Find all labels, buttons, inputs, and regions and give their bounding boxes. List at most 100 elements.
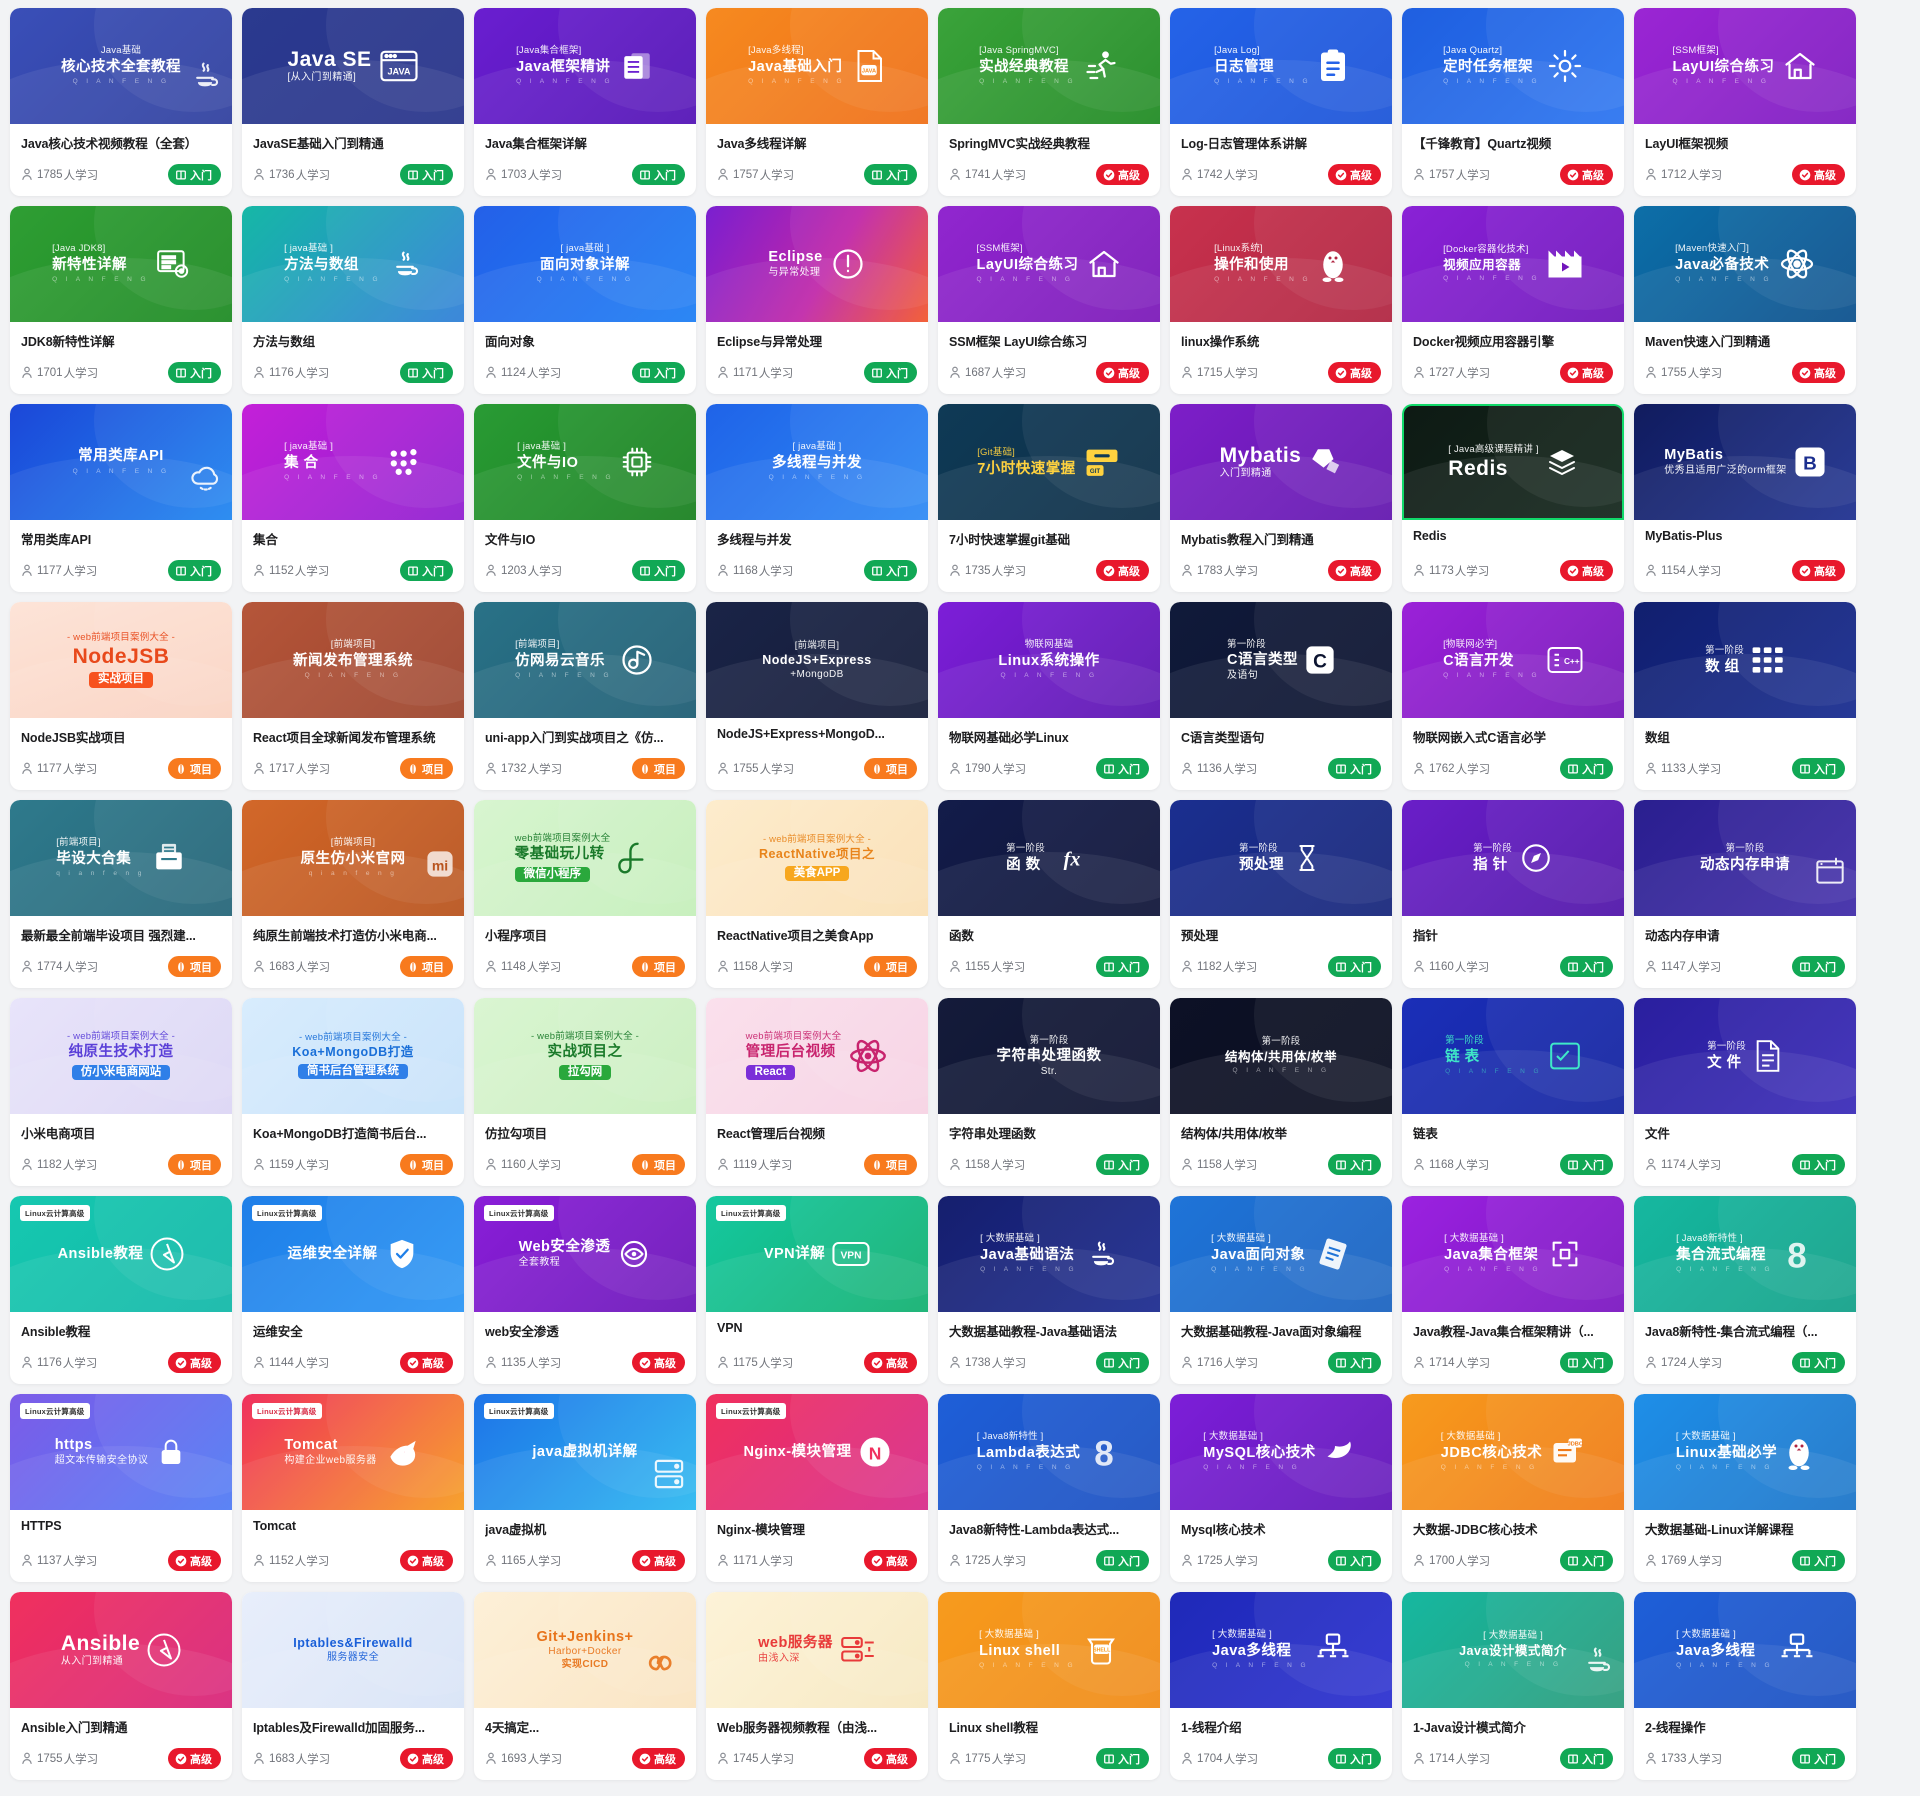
course-card[interactable]: [ java基础 ] 面向对象详解 Q I A N F E N G 面向对象 1124 人… xyxy=(474,206,696,394)
course-thumbnail[interactable]: Ansible 从入门到精通 xyxy=(10,1592,232,1708)
course-thumbnail[interactable]: 第一阶段指 针 xyxy=(1402,800,1624,916)
course-thumbnail[interactable]: [ java基础 ] 文件与IO Q I A N F E N G xyxy=(474,404,696,520)
course-card[interactable]: [Java JDK8] 新特性详解 Q I A N F E N G JDK8新特性详解… xyxy=(10,206,232,394)
course-thumbnail[interactable]: Linux云计算高级 Ansible教程 xyxy=(10,1196,232,1312)
course-card[interactable]: 第一阶段函 数 fx 函数 1155 人学习 入门 xyxy=(938,800,1160,988)
course-thumbnail[interactable]: [ 大数据基础 ] Java多线程 Q I A N F E N G xyxy=(1634,1592,1856,1708)
course-card[interactable]: [前端项目] 毕设大合集 q i a n f e n g 最新最全前端毕设项目 强烈建… xyxy=(10,800,232,988)
level-badge[interactable]: 入门 xyxy=(1560,1154,1613,1175)
course-thumbnail[interactable]: [Git基础] 7小时快速掌握 GIT xyxy=(938,404,1160,520)
course-thumbnail[interactable]: [ 大数据基础 ] Linux shell Q I A N F E N G SHELL xyxy=(938,1592,1160,1708)
course-card[interactable]: Ansible 从入门到精通 Ansible入门到精通 1755 人学习 高级 xyxy=(10,1592,232,1780)
course-card[interactable]: 第一阶段链 表 Q I A N F E N G 链表 1168 人学习 入门 xyxy=(1402,998,1624,1186)
course-thumbnail[interactable]: 第一阶段函 数 fx xyxy=(938,800,1160,916)
course-card[interactable]: 物联网基础 Linux系统操作 Q I A N F E N G 物联网基础必学Linu… xyxy=(938,602,1160,790)
course-thumbnail[interactable]: Linux云计算高级 java虚拟机详解 xyxy=(474,1394,696,1510)
course-thumbnail[interactable]: 第一阶段数 组 xyxy=(1634,602,1856,718)
course-thumbnail[interactable]: [Maven快速入门] Java必备技术 Q I A N F E N G xyxy=(1634,206,1856,322)
course-card[interactable]: Java基础 核心技术全套教程 Q I A N F E N G Java核心技术视频教… xyxy=(10,8,232,196)
course-thumbnail[interactable]: [ Java8新特性 ] 集合流式编程 Q I A N F E N G 8 xyxy=(1634,1196,1856,1312)
level-badge[interactable]: 入门 xyxy=(1560,758,1613,779)
course-thumbnail[interactable]: [ 大数据基础 ] Linux基础必学 Q I A N F E N G xyxy=(1634,1394,1856,1510)
course-card[interactable]: [ java基础 ] 方法与数组 Q I A N F E N G 方法与数组 1176 人… xyxy=(242,206,464,394)
level-badge[interactable]: 项目 xyxy=(864,758,917,779)
course-thumbnail[interactable]: web服务器 由浅入深 xyxy=(706,1592,928,1708)
course-card[interactable]: [Git基础] 7小时快速掌握 GIT 7小时快速掌握git基础 1735 人学习 高级 xyxy=(938,404,1160,592)
level-badge[interactable]: 高级 xyxy=(1096,164,1149,185)
course-thumbnail[interactable]: 物联网基础 Linux系统操作 Q I A N F E N G xyxy=(938,602,1160,718)
course-thumbnail[interactable]: [ java基础 ] 多线程与并发 Q I A N F E N G xyxy=(706,404,928,520)
level-badge[interactable]: 项目 xyxy=(168,1154,221,1175)
course-card[interactable]: - web前端项目案例大全 - NodeJSB 实战项目 NodeJSB实战项目 117… xyxy=(10,602,232,790)
course-thumbnail[interactable]: Linux云计算高级 Nginx-模块管理 N xyxy=(706,1394,928,1510)
level-badge[interactable]: 入门 xyxy=(1096,1352,1149,1373)
level-badge[interactable]: 入门 xyxy=(1328,1154,1381,1175)
course-thumbnail[interactable]: 第一阶段文 件 xyxy=(1634,998,1856,1114)
level-badge[interactable]: 高级 xyxy=(1560,362,1613,383)
level-badge[interactable]: 项目 xyxy=(864,1154,917,1175)
course-card[interactable]: [Java Quartz] 定时任务框架 Q I A N F E N G 【千锋教育】… xyxy=(1402,8,1624,196)
level-badge[interactable]: 入门 xyxy=(1328,956,1381,977)
level-badge[interactable]: 项目 xyxy=(400,956,453,977)
level-badge[interactable]: 入门 xyxy=(1792,1352,1845,1373)
level-badge[interactable]: 高级 xyxy=(1096,560,1149,581)
level-badge[interactable]: 高级 xyxy=(1328,362,1381,383)
course-card[interactable]: - web前端项目案例大全 - 实战项目之 拉勾网 仿拉勾项目 1160 人学习 项目 xyxy=(474,998,696,1186)
course-card[interactable]: [ 大数据基础 ] Linux shell Q I A N F E N G SHELL… xyxy=(938,1592,1160,1780)
level-badge[interactable]: 高级 xyxy=(400,1748,453,1769)
course-card[interactable]: 第一阶段 动态内存申请 动态内存申请 1147 人学习 入门 xyxy=(1634,800,1856,988)
level-badge[interactable]: 入门 xyxy=(1096,1550,1149,1571)
course-card[interactable]: [前端项目] 原生仿小米官网 q i a n f e n g mi 纯原生前端技术打造仿… xyxy=(242,800,464,988)
course-thumbnail[interactable]: [Java集合框架] Java框架精讲 Q I A N F E N G xyxy=(474,8,696,124)
course-thumbnail[interactable]: - web前端项目案例大全 - 纯原生技术打造 仿小米电商网站 xyxy=(10,998,232,1114)
course-card[interactable]: [Maven快速入门] Java必备技术 Q I A N F E N G Maven快… xyxy=(1634,206,1856,394)
level-badge[interactable]: 高级 xyxy=(1560,164,1613,185)
course-card[interactable]: Linux云计算高级 Tomcat 构建企业web服务器 Tomcat 1152 人学习高… xyxy=(242,1394,464,1582)
course-card[interactable]: [ 大数据基础 ] Linux基础必学 Q I A N F E N G 大数据基础-L… xyxy=(1634,1394,1856,1582)
level-badge[interactable]: 入门 xyxy=(400,560,453,581)
level-badge[interactable]: 高级 xyxy=(168,1550,221,1571)
course-card[interactable]: web服务器 由浅入深 Web服务器视频教程（由浅... 1745 人学习 高级 xyxy=(706,1592,928,1780)
course-thumbnail[interactable]: [Java Quartz] 定时任务框架 Q I A N F E N G xyxy=(1402,8,1624,124)
course-thumbnail[interactable]: Java基础 核心技术全套教程 Q I A N F E N G xyxy=(10,8,232,124)
level-badge[interactable]: 高级 xyxy=(1328,560,1381,581)
course-card[interactable]: web前端项目案例大全 零基础玩儿转 微信小程序 小程序项目 1148 人学习 项目 xyxy=(474,800,696,988)
course-card[interactable]: [ Java8新特性 ] 集合流式编程 Q I A N F E N G 8 Java8新… xyxy=(1634,1196,1856,1384)
course-card[interactable]: [SSM框架] LayUI综合练习 Q I A N F E N G LayUI框架视频… xyxy=(1634,8,1856,196)
course-card[interactable]: Linux云计算高级 Web安全渗透 全套教程 web安全渗透 1135 人学习 高级 xyxy=(474,1196,696,1384)
level-badge[interactable]: 高级 xyxy=(1792,560,1845,581)
course-thumbnail[interactable]: [ java基础 ] 面向对象详解 Q I A N F E N G xyxy=(474,206,696,322)
course-thumbnail[interactable]: [ 大数据基础 ] Java多线程 Q I A N F E N G xyxy=(1170,1592,1392,1708)
level-badge[interactable]: 高级 xyxy=(1792,164,1845,185)
level-badge[interactable]: 项目 xyxy=(400,758,453,779)
course-thumbnail[interactable]: Linux云计算高级 运维安全详解 xyxy=(242,1196,464,1312)
level-badge[interactable]: 高级 xyxy=(632,1352,685,1373)
course-card[interactable]: [SSM框架] LayUI综合练习 Q I A N F E N G SSM框架 Lay… xyxy=(938,206,1160,394)
course-card[interactable]: Linux云计算高级 Ansible教程 Ansible教程 1176 人学习 高级 xyxy=(10,1196,232,1384)
course-card[interactable]: web前端项目案例大全 管理后台视频 React React管理后台视频 1119 人学习… xyxy=(706,998,928,1186)
course-thumbnail[interactable]: [ 大数据基础 ] Java集合框架 Q I A N F E N G xyxy=(1402,1196,1624,1312)
level-badge[interactable]: 入门 xyxy=(1328,1352,1381,1373)
course-card[interactable]: Iptables&Firewalld 服务器安全 Iptables及Firewall… xyxy=(242,1592,464,1780)
level-badge[interactable]: 入门 xyxy=(864,560,917,581)
level-badge[interactable]: 项目 xyxy=(632,956,685,977)
course-thumbnail[interactable]: [ 大数据基础 ] Java基础语法 Q I A N F E N G xyxy=(938,1196,1160,1312)
level-badge[interactable]: 项目 xyxy=(632,1154,685,1175)
course-card[interactable]: [前端项目] NodeJS+Express +MongoDB NodeJS+Expre… xyxy=(706,602,928,790)
course-thumbnail[interactable]: [SSM框架] LayUI综合练习 Q I A N F E N G xyxy=(938,206,1160,322)
level-badge[interactable]: 入门 xyxy=(1096,758,1149,779)
course-thumbnail[interactable]: [前端项目] 新闻发布管理系统 Q I A N F E N G xyxy=(242,602,464,718)
level-badge[interactable]: 入门 xyxy=(1792,956,1845,977)
level-badge[interactable]: 项目 xyxy=(168,758,221,779)
course-card[interactable]: 第一阶段 结构体/共用体/枚举 Q I A N F E N G 结构体/共用体/枚举 1… xyxy=(1170,998,1392,1186)
course-thumbnail[interactable]: [ 大数据基础 ] JDBC核心技术 Q I A N F E N G JDBC xyxy=(1402,1394,1624,1510)
level-badge[interactable]: 高级 xyxy=(864,1352,917,1373)
course-thumbnail[interactable]: [ 大数据基础 ] Java设计模式简介 Q I A N F E N G xyxy=(1402,1592,1624,1708)
course-card[interactable]: [ java基础 ] 文件与IO Q I A N F E N G 文件与IO 1203 人… xyxy=(474,404,696,592)
course-thumbnail[interactable]: 常用类库API Q I A N F E N G xyxy=(10,404,232,520)
course-thumbnail[interactable]: Git+Jenkins+ Harbor+Docker 实现CICD xyxy=(474,1592,696,1708)
course-card[interactable]: Linux云计算高级 https 超文本传输安全协议 HTTPS 1137 人学习 高级 xyxy=(10,1394,232,1582)
course-thumbnail[interactable]: Linux云计算高级 VPN详解 VPN xyxy=(706,1196,928,1312)
level-badge[interactable]: 入门 xyxy=(168,164,221,185)
course-thumbnail[interactable]: Linux云计算高级 Tomcat 构建企业web服务器 xyxy=(242,1394,464,1510)
